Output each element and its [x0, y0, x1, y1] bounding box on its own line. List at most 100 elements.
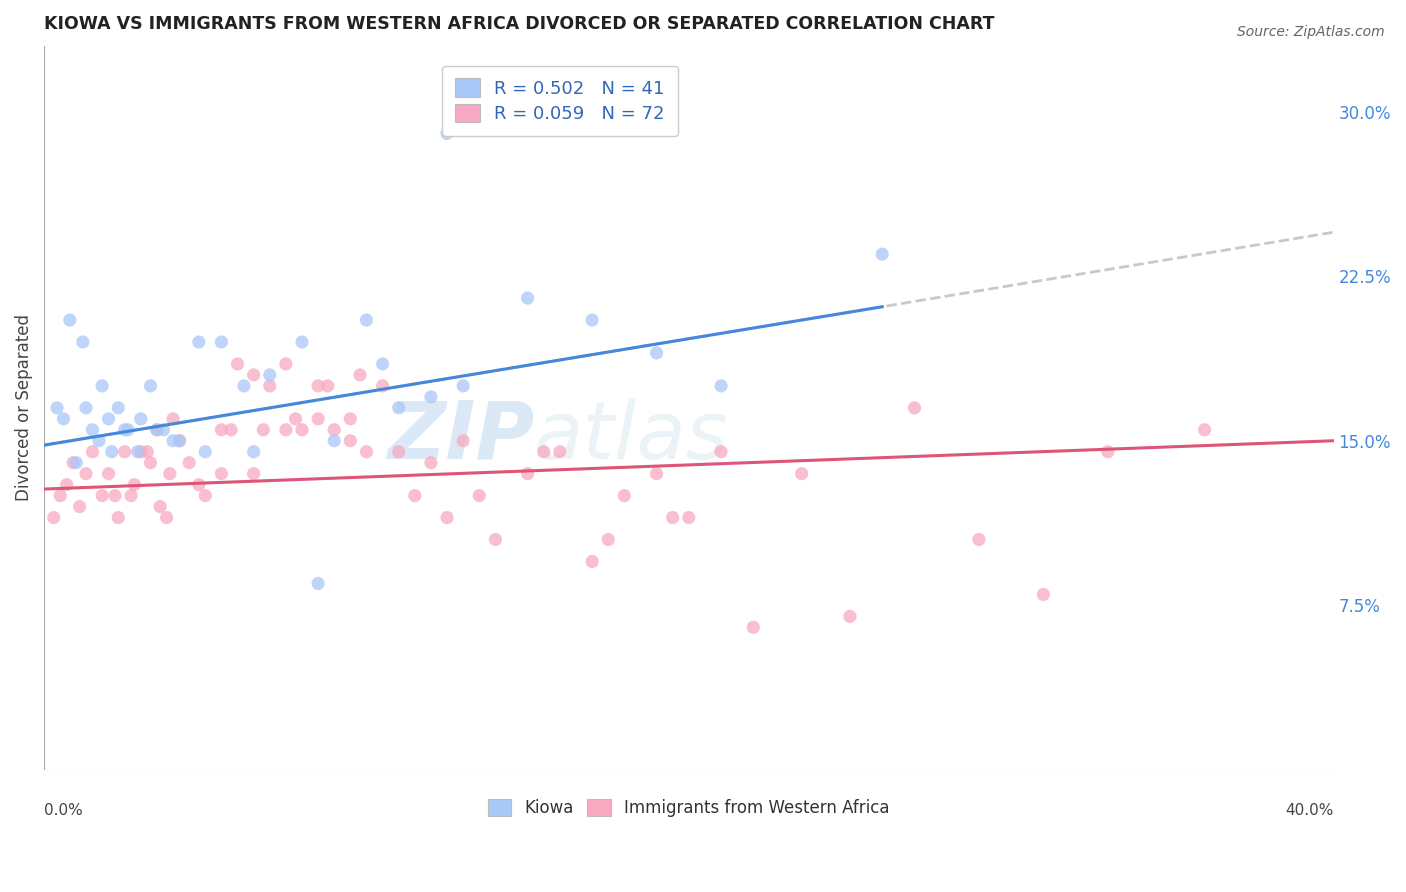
Point: [468, 489, 491, 503]
Text: 0.0%: 0.0%: [44, 803, 83, 818]
Point: [252, 423, 274, 437]
Point: [46, 401, 69, 415]
Point: [291, 334, 314, 349]
Point: [388, 444, 411, 458]
Point: [388, 401, 411, 415]
Point: [59, 313, 82, 327]
Point: [419, 390, 441, 404]
Point: [259, 368, 281, 382]
Point: [291, 423, 314, 437]
Point: [101, 444, 124, 458]
Text: ZIP: ZIP: [387, 398, 534, 475]
Point: [259, 379, 281, 393]
Point: [284, 412, 307, 426]
Text: atlas: atlas: [534, 398, 728, 475]
Point: [339, 412, 361, 426]
Point: [274, 357, 297, 371]
Point: [169, 434, 191, 448]
Point: [516, 467, 538, 481]
Point: [146, 423, 169, 437]
Point: [82, 423, 104, 437]
Point: [162, 434, 184, 448]
Point: [870, 247, 893, 261]
Point: [139, 379, 162, 393]
Point: [139, 456, 162, 470]
Point: [581, 313, 603, 327]
Point: [316, 379, 339, 393]
Point: [152, 423, 174, 437]
Point: [339, 434, 361, 448]
Point: [839, 609, 862, 624]
Point: [307, 412, 329, 426]
Point: [146, 423, 169, 437]
Text: Source: ZipAtlas.com: Source: ZipAtlas.com: [1237, 25, 1385, 39]
Point: [91, 379, 114, 393]
Point: [451, 434, 474, 448]
Point: [129, 444, 152, 458]
Point: [371, 379, 394, 393]
Point: [209, 423, 232, 437]
Point: [91, 489, 114, 503]
Point: [209, 467, 232, 481]
Point: [1097, 444, 1119, 458]
Point: [149, 500, 172, 514]
Point: [533, 444, 555, 458]
Point: [82, 444, 104, 458]
Point: [242, 444, 264, 458]
Point: [274, 423, 297, 437]
Point: [967, 533, 990, 547]
Point: [62, 456, 84, 470]
Point: [516, 291, 538, 305]
Text: KIOWA VS IMMIGRANTS FROM WESTERN AFRICA DIVORCED OR SEPARATED CORRELATION CHART: KIOWA VS IMMIGRANTS FROM WESTERN AFRICA …: [44, 15, 994, 33]
Point: [242, 368, 264, 382]
Point: [155, 510, 177, 524]
Point: [451, 379, 474, 393]
Point: [323, 434, 346, 448]
Point: [307, 379, 329, 393]
Point: [69, 500, 91, 514]
Point: [55, 477, 77, 491]
Point: [124, 477, 146, 491]
Point: [903, 401, 925, 415]
Point: [371, 357, 394, 371]
Point: [307, 576, 329, 591]
Point: [72, 334, 94, 349]
Point: [97, 467, 120, 481]
Point: [87, 434, 110, 448]
Point: [349, 368, 371, 382]
Text: 40.0%: 40.0%: [1285, 803, 1333, 818]
Point: [598, 533, 620, 547]
Point: [75, 467, 97, 481]
Point: [1032, 587, 1054, 601]
Point: [162, 412, 184, 426]
Point: [436, 510, 458, 524]
Point: [742, 620, 765, 634]
Point: [356, 444, 378, 458]
Point: [187, 477, 209, 491]
Point: [75, 401, 97, 415]
Point: [419, 456, 441, 470]
Point: [97, 412, 120, 426]
Point: [114, 444, 136, 458]
Point: [127, 444, 149, 458]
Point: [645, 467, 668, 481]
Point: [120, 489, 142, 503]
Point: [129, 412, 152, 426]
Point: [581, 554, 603, 568]
Point: [107, 401, 129, 415]
Point: [117, 423, 139, 437]
Point: [65, 456, 87, 470]
Point: [42, 510, 65, 524]
Point: [49, 489, 72, 503]
Point: [169, 434, 191, 448]
Point: [159, 467, 181, 481]
Point: [1194, 423, 1216, 437]
Point: [187, 334, 209, 349]
Point: [484, 533, 506, 547]
Point: [194, 444, 217, 458]
Point: [242, 467, 264, 481]
Point: [194, 489, 217, 503]
Point: [710, 379, 733, 393]
Point: [226, 357, 249, 371]
Point: [436, 127, 458, 141]
